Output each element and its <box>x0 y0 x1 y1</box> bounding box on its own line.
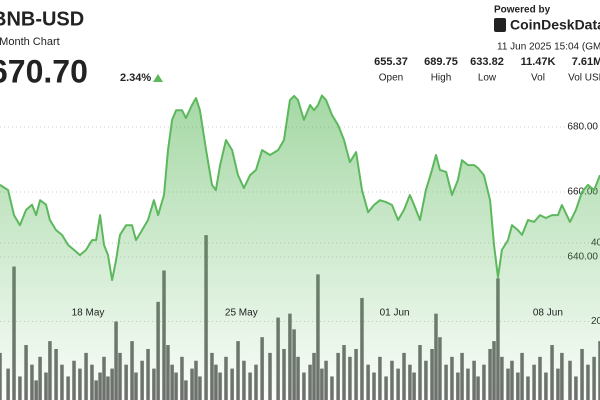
price-line <box>0 94 600 282</box>
x-tick-label: 18 May <box>72 308 105 319</box>
x-tick-label: 25 May <box>225 308 258 319</box>
stat-label: Open <box>379 73 403 84</box>
x-tick-label: 08 Jun <box>533 308 563 319</box>
chart-title: BNB-USD <box>0 8 84 30</box>
stat-value: 655.37 <box>374 56 408 68</box>
brand-icon <box>494 18 506 32</box>
stat-value: 633.82 <box>470 56 504 68</box>
stat-value: 11.47K <box>521 56 556 68</box>
powered-by: Powered by <box>494 5 551 16</box>
timestamp: 11 Jun 2025 15:04 (GMT) <box>497 42 600 53</box>
x-tick-label: 01 Jun <box>380 308 410 319</box>
stat-value: 689.75 <box>424 56 458 68</box>
up-arrow <box>153 74 163 82</box>
y-tick-label: 680.00 <box>567 122 598 133</box>
header: BNB-USD 1 Month Chart 670.70 2.34% Power… <box>0 5 600 90</box>
price-area <box>0 95 600 400</box>
price: 670.70 <box>0 53 88 89</box>
stat-label: Vol USD <box>568 73 600 84</box>
chart-subtitle: 1 Month Chart <box>0 36 60 48</box>
stat-value: 7.61M <box>572 56 600 68</box>
stat-label: High <box>431 73 452 84</box>
change: 2.34% <box>120 72 151 84</box>
stat-label: Low <box>478 73 497 84</box>
stat-label: Vol <box>531 73 545 84</box>
brand: CoinDeskData <box>510 17 600 33</box>
